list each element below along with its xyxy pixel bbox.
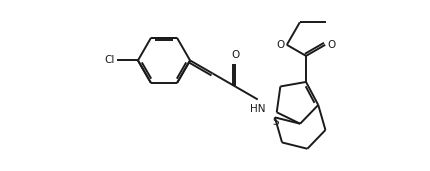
Text: S: S (272, 117, 279, 128)
Text: HN: HN (250, 104, 266, 114)
Text: O: O (231, 50, 240, 60)
Text: Cl: Cl (104, 55, 115, 65)
Text: O: O (276, 40, 285, 50)
Text: O: O (327, 40, 335, 50)
